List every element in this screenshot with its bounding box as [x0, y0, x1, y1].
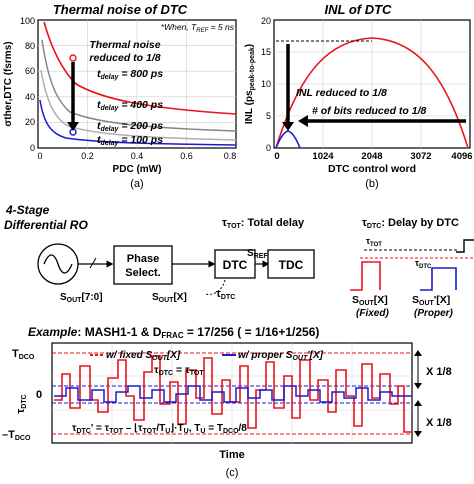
waveform-ylabel: τDTC — [15, 394, 28, 413]
tau-tot-definition: τTOT: Total delay — [222, 217, 305, 230]
eq-tau-dtc-bottom: τDTC' = τTOT – ⌊τTOT/TU⌋·TU, TU = TDCO/8 — [72, 423, 247, 435]
svg-text:40: 40 — [25, 92, 35, 102]
label-100ps: tdelay = 100 ps — [97, 134, 163, 147]
waveform-xlabel: Time — [219, 449, 244, 461]
panel-b-left-arrow-head — [298, 115, 308, 127]
scale-label-bottom: X 1/8 — [426, 417, 452, 429]
phase-select-label-1: Phase — [127, 253, 159, 265]
legend-proper: w/ proper SOUT'[X] — [238, 350, 324, 362]
tau-dtc-pointer — [204, 279, 226, 295]
legend-fixed: w/ fixed SOUT[X] — [106, 350, 181, 362]
inl-curve-reduced — [275, 130, 301, 149]
curve-200ps — [40, 69, 237, 141]
sine-wave-icon — [43, 254, 73, 274]
svg-text:0: 0 — [30, 143, 35, 153]
panel-a-yticks: 0 20 40 60 80 100 — [20, 16, 35, 153]
minus-tdco-label: –TDCO — [2, 429, 31, 442]
svg-text:1024: 1024 — [312, 151, 334, 162]
inl-curve-full — [275, 37, 469, 149]
panel-a-annot-2: reduced to 1/8 — [89, 52, 160, 64]
fixed-sout-waveform — [54, 355, 412, 433]
tdc-block — [267, 249, 315, 279]
panel-c-caption: (c) — [226, 467, 239, 479]
panel-b-title: INL of DTC — [325, 2, 393, 17]
example-text: Example: MASH1-1 & DFRAC = 17/256 ( = 1/… — [28, 325, 319, 340]
timing-tau-dtc: τDTC — [415, 258, 432, 270]
panel-b-annot-1: INL reduced to 1/8 — [296, 87, 387, 99]
panel-a-caption: (a) — [130, 178, 143, 190]
svg-text:100: 100 — [20, 16, 35, 26]
panel-b-xlabel: DTC control word — [328, 163, 416, 175]
fixed-sout-label: SOUT[X] — [352, 294, 388, 307]
panel-a-note: *When, TREF = 5 ns — [161, 22, 235, 34]
label-800ps: tdelay = 800 ps — [97, 68, 163, 81]
panel-b-annot-2: # of bits reduced to 1/8 — [312, 105, 427, 117]
svg-text:60: 60 — [25, 66, 35, 76]
panel-b-caption: (b) — [365, 178, 378, 190]
waveform-legend: w/ fixed SOUT[X] w/ proper SOUT'[X] — [90, 350, 324, 362]
phase-select-label-2: Select. — [125, 267, 160, 279]
svg-text:0.2: 0.2 — [81, 151, 94, 161]
panel-b-yticks: 0 5 10 15 20 — [261, 16, 271, 153]
ro-title-2: Differential RO — [4, 218, 88, 232]
panel-a-ylabel: σther,DTC (fsrms) — [3, 41, 14, 126]
svg-text:80: 80 — [25, 41, 35, 51]
svg-text:15: 15 — [261, 47, 271, 57]
timing-fixed-pulse — [350, 261, 381, 291]
label-400ps: tdelay = 400 ps — [97, 99, 163, 112]
svg-text:0.8: 0.8 — [224, 151, 237, 161]
tdc-label: TDC — [279, 258, 304, 272]
fixed-sout-label-2: (Fixed) — [356, 308, 389, 319]
curve-800ps — [43, 21, 237, 115]
svg-text:20: 20 — [261, 16, 271, 26]
sout-bus-label: SOUT[7:0] — [60, 292, 103, 304]
timing-tau-tot: τTOT — [366, 236, 382, 248]
panel-a-xticks: 0 0.2 0.4 0.6 0.8 — [37, 151, 236, 161]
timing-proper-pulse — [420, 267, 457, 291]
scale-arrows: X 1/8 X 1/8 — [414, 350, 452, 437]
marker-800ps — [69, 54, 77, 62]
svg-text:0.4: 0.4 — [131, 151, 144, 161]
panel-a-legend: tdelay = 800 ps tdelay = 400 ps tdelay =… — [97, 68, 163, 147]
panel-b-arrow-head — [282, 122, 294, 131]
zero-label: 0 — [36, 389, 42, 401]
sref-label: SREF — [247, 248, 268, 260]
dtc-label: DTC — [223, 258, 248, 272]
panel-a-xlabel: PDC (mW) — [113, 164, 162, 175]
panel-a-arrow-head — [67, 122, 79, 131]
svg-text:4096: 4096 — [451, 151, 472, 162]
proper-sout-label: SOUT'[X] — [412, 294, 450, 307]
ro-title-1: 4-Stage — [5, 203, 50, 217]
proper-sout-label-2: (Proper) — [414, 308, 454, 319]
panel-a-annot-1: Thermal noise — [89, 39, 160, 51]
timing-ref-edge — [456, 239, 474, 253]
soutx-label: SOUT[X] — [152, 292, 187, 304]
tau-dtc-definition: τDTC: Delay by DTC — [362, 217, 459, 230]
bus-slash — [89, 257, 97, 269]
timing-diagram: τTOT τDTC SOUT[X] (Fixed) SOUT'[X] (Prop… — [350, 236, 474, 319]
label-200ps: tdelay = 200 ps — [97, 120, 163, 133]
svg-text:5: 5 — [266, 111, 271, 121]
tau-dtc-block-label: τDTC — [216, 288, 235, 301]
panel-b-ylabel: INL (pspeak-to-peak) — [244, 44, 256, 124]
phase-select-block — [113, 245, 173, 285]
eq-tau-dtc-top: τDTC = τTOT — [154, 364, 204, 377]
svg-text:2048: 2048 — [361, 151, 382, 162]
tdco-label: TDCO — [12, 348, 35, 361]
curve-400ps — [41, 39, 237, 132]
svg-text:0: 0 — [37, 151, 42, 161]
curve-100ps — [39, 99, 237, 146]
svg-text:0: 0 — [274, 151, 279, 162]
panel-a-title: Thermal noise of DTC — [53, 2, 188, 17]
panel-b-xticks: 0 1024 2048 3072 4096 — [274, 151, 472, 162]
svg-text:20: 20 — [25, 117, 35, 127]
proper-sout-waveform — [54, 385, 412, 403]
svg-text:3072: 3072 — [410, 151, 431, 162]
svg-text:0.6: 0.6 — [180, 151, 193, 161]
scale-label-top: X 1/8 — [426, 366, 452, 378]
svg-text:10: 10 — [261, 79, 271, 89]
svg-text:0: 0 — [266, 143, 271, 153]
